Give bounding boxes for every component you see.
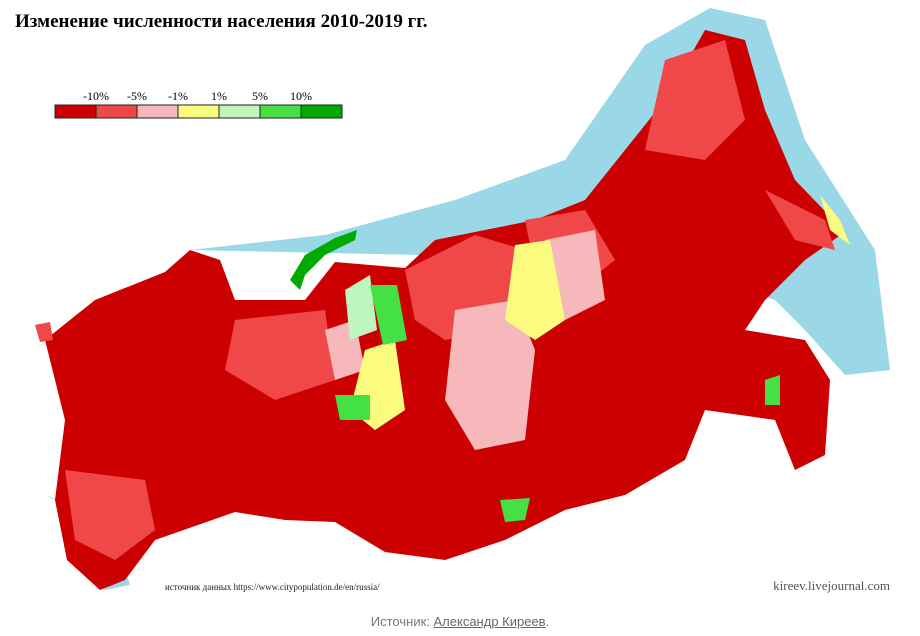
caption-link[interactable]: Александр Киреев [433, 614, 546, 629]
legend-label: -10% [83, 89, 109, 103]
region-light-green [345, 275, 377, 340]
region-yellow [505, 240, 565, 340]
caption: Источник: Александр Киреев. [0, 614, 920, 629]
legend-swatch [136, 104, 179, 119]
region-green [500, 498, 530, 522]
source-note: источник данных https://www.citypopulati… [165, 582, 380, 592]
legend-swatch [300, 104, 343, 119]
region-green [765, 375, 780, 405]
legend-swatch [54, 104, 97, 119]
legend-swatch [218, 104, 261, 119]
legend-label: 1% [211, 89, 227, 103]
legend-label: -1% [168, 89, 188, 103]
region-green [335, 395, 370, 420]
region-pink [445, 300, 535, 450]
legend-label: -5% [127, 89, 147, 103]
legend-label: 5% [252, 89, 268, 103]
legend-swatch [259, 104, 302, 119]
legend: -10% -5% -1% 1% 5% 10% [54, 89, 343, 119]
region-yellow [820, 195, 850, 245]
map-image: Изменение численности населения 2010-201… [5, 0, 915, 600]
region-red-light [645, 40, 745, 160]
region-green [370, 285, 407, 345]
map-title: Изменение численности населения 2010-201… [15, 11, 428, 32]
region-red-light [765, 190, 835, 250]
caption-end: . [545, 614, 550, 629]
legend-swatch [177, 104, 220, 119]
caption-label: Источник: [370, 614, 430, 629]
legend-swatch [95, 104, 138, 119]
region-red-light [225, 310, 335, 400]
novaya-zemlya [290, 230, 357, 290]
watermark: kireev.livejournal.com [773, 578, 890, 593]
region-red-light [65, 470, 155, 560]
kaliningrad [35, 322, 53, 342]
legend-label: 10% [290, 89, 312, 103]
